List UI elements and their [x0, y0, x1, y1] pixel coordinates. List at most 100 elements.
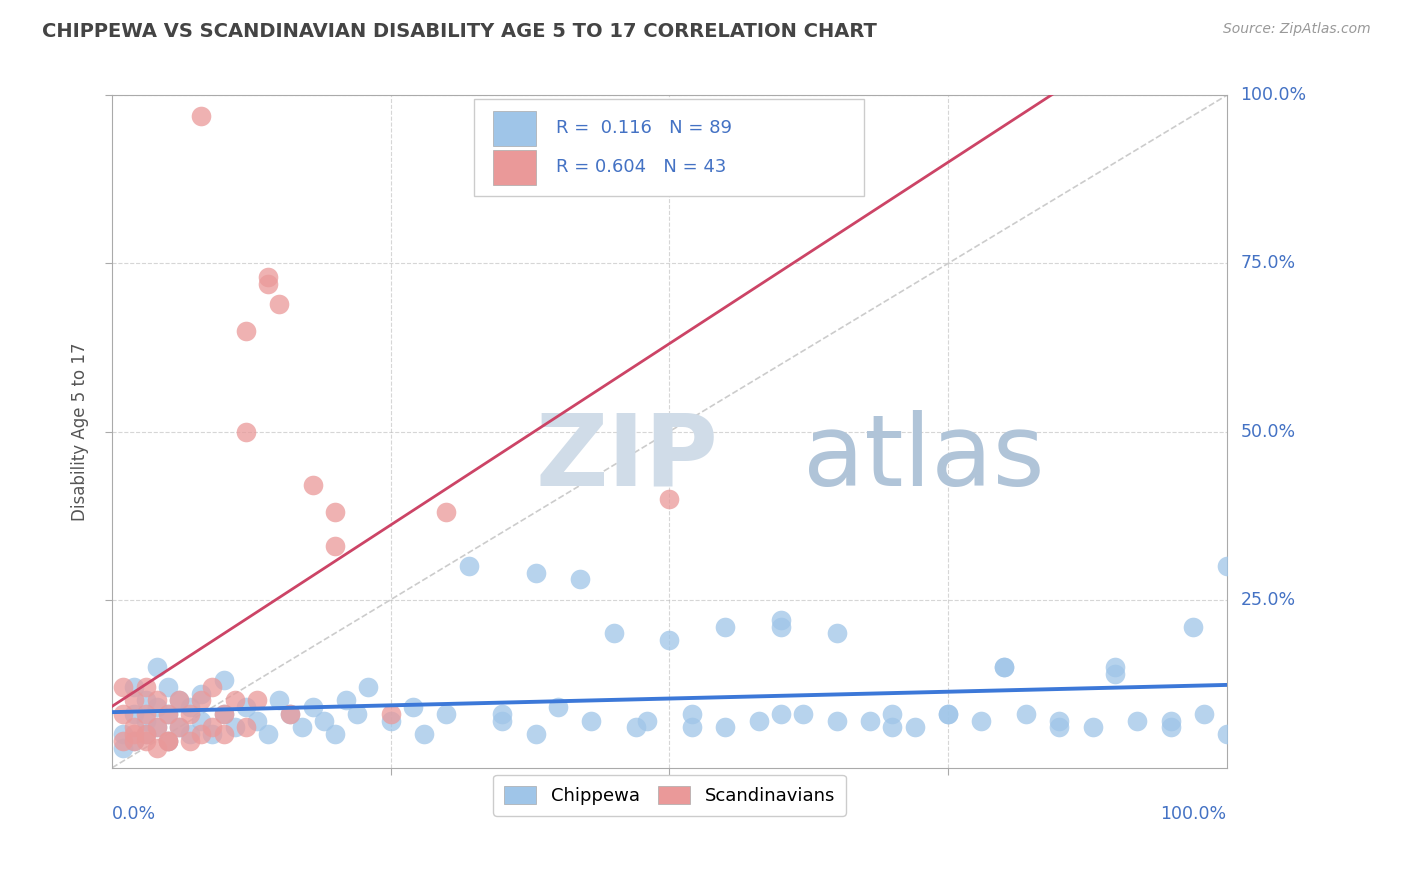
Point [357, 680, 380, 694]
Text: CHIPPEWA VS SCANDINAVIAN DISABILITY AGE 5 TO 17 CORRELATION CHART: CHIPPEWA VS SCANDINAVIAN DISABILITY AGE … [42, 22, 877, 41]
Point [190, 714, 212, 728]
Point [135, 727, 157, 741]
Point [335, 693, 357, 707]
Point [156, 706, 179, 721]
Point [135, 693, 157, 707]
Point [323, 539, 346, 553]
Point [301, 700, 323, 714]
Point [1160, 720, 1182, 734]
Point [135, 734, 157, 748]
Text: 100.0%: 100.0% [1160, 805, 1226, 822]
Point [190, 693, 212, 707]
Point [491, 706, 513, 721]
Point [124, 734, 146, 748]
Point [269, 297, 291, 311]
Point [190, 109, 212, 123]
Text: R = 0.604   N = 43: R = 0.604 N = 43 [555, 158, 725, 177]
Point [145, 740, 167, 755]
Point [825, 714, 848, 728]
Point [257, 277, 280, 291]
Point [112, 734, 135, 748]
Point [257, 269, 280, 284]
Point [135, 714, 157, 728]
Point [124, 734, 146, 748]
Point [1215, 727, 1237, 741]
Point [212, 706, 235, 721]
Point [246, 714, 269, 728]
Point [748, 714, 770, 728]
Point [167, 693, 190, 707]
Point [859, 714, 882, 728]
Point [491, 714, 513, 728]
Point [402, 700, 425, 714]
Point [524, 566, 547, 580]
Point [179, 700, 201, 714]
Text: 25.0%: 25.0% [1240, 591, 1296, 608]
Point [201, 727, 224, 741]
Text: atlas: atlas [803, 410, 1045, 507]
Point [658, 632, 681, 647]
Point [190, 727, 212, 741]
Point [312, 714, 335, 728]
Legend: Chippewa, Scandinavians: Chippewa, Scandinavians [494, 775, 846, 816]
Point [346, 706, 368, 721]
Point [145, 660, 167, 674]
Point [714, 720, 737, 734]
Point [156, 734, 179, 748]
Point [681, 706, 703, 721]
Bar [494, 150, 536, 185]
Point [1049, 714, 1071, 728]
Point [156, 706, 179, 721]
Point [212, 727, 235, 741]
Point [212, 706, 235, 721]
Point [903, 720, 925, 734]
Point [1049, 720, 1071, 734]
Point [156, 734, 179, 748]
Point [1015, 706, 1038, 721]
Point [547, 700, 569, 714]
Point [769, 706, 792, 721]
Point [124, 706, 146, 721]
Point [323, 505, 346, 519]
Point [380, 706, 402, 721]
Point [135, 727, 157, 741]
Point [112, 706, 135, 721]
Point [1081, 720, 1104, 734]
Point [145, 720, 167, 734]
Text: 100.0%: 100.0% [1240, 87, 1306, 104]
Point [145, 720, 167, 734]
Point [882, 720, 904, 734]
Point [1215, 559, 1237, 574]
Point [569, 573, 592, 587]
FancyBboxPatch shape [474, 99, 865, 196]
Point [825, 626, 848, 640]
Point [413, 727, 436, 741]
Point [112, 740, 135, 755]
Point [1194, 706, 1216, 721]
Text: R =  0.116   N = 89: R = 0.116 N = 89 [555, 120, 731, 137]
Point [882, 706, 904, 721]
Point [124, 693, 146, 707]
Point [769, 619, 792, 633]
Point [436, 706, 458, 721]
Point [280, 706, 302, 721]
Point [135, 706, 157, 721]
Text: Source: ZipAtlas.com: Source: ZipAtlas.com [1223, 22, 1371, 37]
Point [1182, 619, 1205, 633]
Point [135, 680, 157, 694]
Point [636, 714, 658, 728]
Point [1126, 714, 1149, 728]
Point [224, 693, 246, 707]
Point [257, 727, 280, 741]
Point [602, 626, 624, 640]
Point [970, 714, 993, 728]
Point [167, 693, 190, 707]
Point [581, 714, 603, 728]
Point [280, 706, 302, 721]
Point [524, 727, 547, 741]
Point [269, 693, 291, 707]
Point [201, 720, 224, 734]
Point [124, 727, 146, 741]
Point [246, 693, 269, 707]
Point [235, 720, 257, 734]
